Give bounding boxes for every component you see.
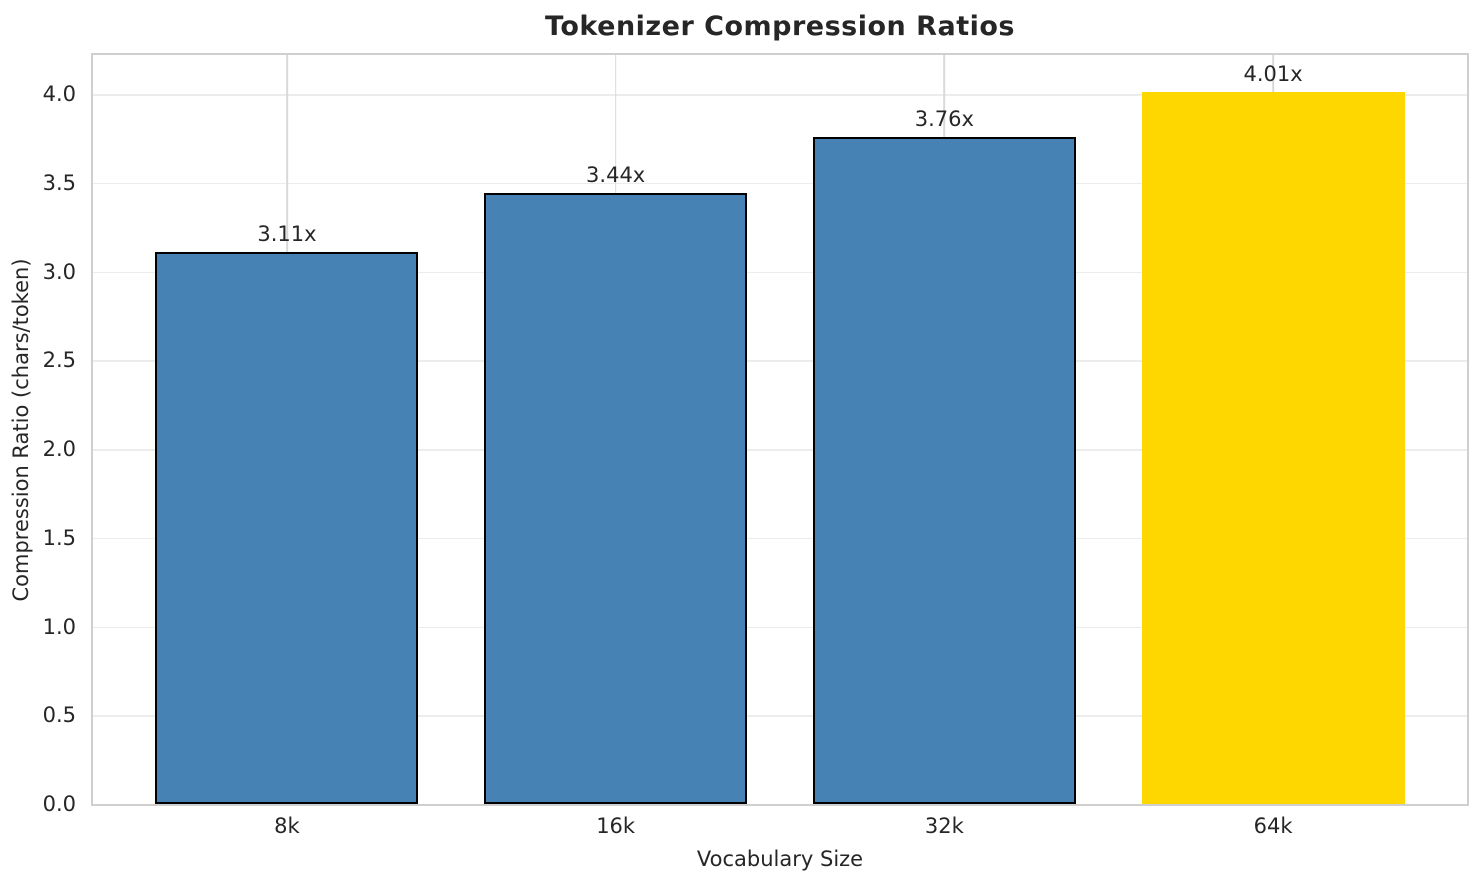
x-axis-label: Vocabulary Size bbox=[696, 847, 864, 871]
horizontal-gridline bbox=[93, 537, 1467, 540]
x-tick-32k: 32k bbox=[924, 814, 964, 838]
y-tick-2.0: 2.0 bbox=[42, 437, 76, 462]
horizontal-gridline bbox=[93, 271, 1467, 274]
bar-64k bbox=[1141, 92, 1405, 804]
y-tick-1.0: 1.0 bbox=[42, 614, 76, 639]
y-tick-4.0: 4.0 bbox=[42, 82, 76, 107]
y-tick-0.5: 0.5 bbox=[42, 703, 76, 728]
bar-value-label-16k: 3.44x bbox=[586, 163, 646, 188]
y-tick-2.5: 2.5 bbox=[42, 348, 76, 373]
y-tick-0.0: 0.0 bbox=[42, 792, 76, 816]
y-tick-3.5: 3.5 bbox=[42, 170, 76, 195]
chart-title: Tokenizer Compression Ratios bbox=[545, 11, 1015, 42]
x-tick-8k: 8k bbox=[274, 814, 300, 838]
x-tick-64k: 64k bbox=[1253, 814, 1293, 838]
bar-value-label-64k: 4.01x bbox=[1243, 62, 1303, 87]
x-tick-16k: 16k bbox=[596, 814, 636, 838]
y-tick-3.0: 3.0 bbox=[42, 259, 76, 284]
y-tick-1.5: 1.5 bbox=[42, 525, 76, 550]
horizontal-gridline bbox=[93, 360, 1467, 362]
horizontal-gridline bbox=[93, 94, 1467, 96]
horizontal-gridline bbox=[93, 715, 1467, 717]
horizontal-gridline bbox=[93, 626, 1467, 628]
bar-32k bbox=[812, 136, 1076, 804]
bar-value-label-8k: 3.11x bbox=[257, 222, 317, 247]
bar-16k bbox=[484, 193, 748, 804]
bar-value-label-32k: 3.76x bbox=[914, 106, 974, 131]
plot-area: 3.11x 3.44x 3.76x 4.01x bbox=[91, 53, 1469, 806]
bar-8k bbox=[155, 252, 419, 804]
horizontal-gridline bbox=[93, 449, 1467, 451]
horizontal-gridline bbox=[93, 182, 1467, 185]
